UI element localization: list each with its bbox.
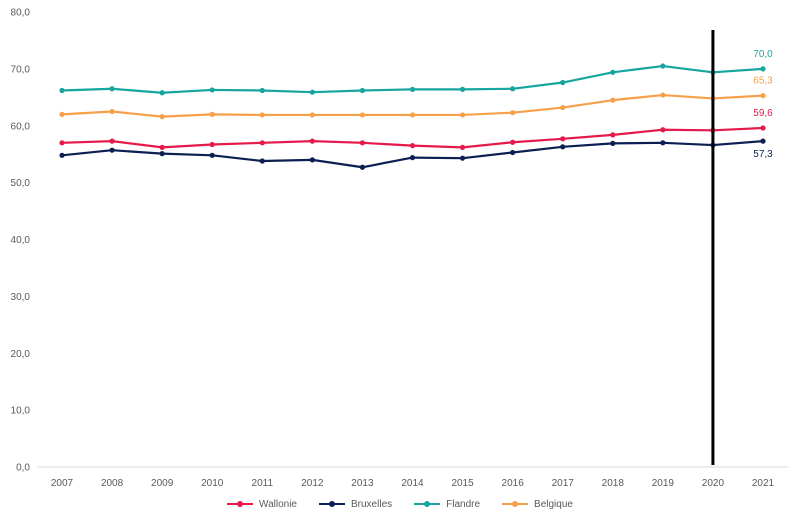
x-tick-label: 2020	[702, 478, 725, 489]
data-point-belgique	[409, 112, 416, 118]
legend-item-flandre: Flandre	[414, 499, 480, 510]
data-point-flandre	[560, 79, 566, 86]
data-point-flandre	[510, 86, 516, 92]
y-tick-label: 70,0	[11, 64, 31, 75]
data-point-belgique	[109, 108, 115, 115]
data-point-belgique	[660, 92, 666, 98]
data-point-belgique	[560, 104, 566, 111]
data-point-belgique	[359, 112, 366, 118]
data-point-flandre	[610, 69, 616, 75]
data-point-belgique	[760, 93, 766, 99]
end-label-bruxelles: 57,3	[753, 149, 773, 160]
data-point-flandre	[209, 87, 215, 93]
data-point-belgique	[159, 114, 165, 120]
x-tick-label: 2019	[652, 478, 675, 489]
legend-swatch	[502, 499, 529, 509]
data-point-bruxelles	[560, 144, 566, 150]
data-point-flandre	[309, 89, 315, 95]
data-point-belgique	[209, 111, 215, 117]
x-tick-label: 2009	[151, 478, 174, 489]
data-point-wallonie	[459, 144, 466, 150]
x-tick-label: 2017	[552, 478, 575, 489]
data-point-bruxelles	[359, 164, 366, 170]
data-point-wallonie	[510, 139, 516, 145]
data-point-bruxelles	[510, 149, 516, 156]
legend-label: Wallonie	[259, 498, 297, 510]
end-label-wallonie: 59,6	[753, 108, 773, 119]
data-point-bruxelles	[209, 152, 215, 158]
line-chart: 0,0 10,0 20,0 30,0 40,0 50,0 60,0 70,0 80,0 2007 2…	[11, 8, 788, 489]
data-point-flandre	[109, 86, 115, 92]
x-tick-label: 2007	[51, 478, 74, 489]
end-label-flandre: 70,0	[753, 49, 773, 60]
data-point-wallonie	[209, 141, 215, 148]
data-point-flandre	[409, 86, 416, 92]
legend-label: Flandre	[446, 498, 481, 510]
data-point-bruxelles	[760, 138, 766, 144]
data-point-bruxelles	[259, 158, 265, 164]
data-point-bruxelles	[660, 140, 666, 146]
x-tick-label: 2015	[451, 478, 474, 489]
y-tick-label: 30,0	[11, 292, 31, 303]
x-tick-label: 2012	[301, 478, 324, 489]
data-point-wallonie	[610, 132, 616, 138]
end-label-belgique: 65,3	[753, 76, 773, 87]
data-point-flandre	[660, 63, 666, 69]
data-point-flandre	[760, 66, 766, 72]
data-point-flandre	[459, 86, 466, 92]
data-point-wallonie	[159, 144, 165, 150]
data-point-wallonie	[660, 127, 666, 133]
legend-item-belgique: Belgique	[502, 499, 573, 510]
data-point-wallonie	[409, 143, 416, 149]
y-tick-label: 50,0	[11, 178, 31, 189]
legend-swatch	[414, 499, 441, 509]
data-point-bruxelles	[610, 140, 616, 146]
data-point-belgique	[59, 111, 65, 117]
y-tick-label: 60,0	[11, 121, 31, 132]
y-tick-label: 80,0	[11, 8, 31, 19]
data-point-wallonie	[259, 140, 265, 146]
legend-label: Bruxelles	[351, 498, 393, 510]
x-tick-label: 2014	[401, 478, 424, 489]
x-tick-label: 2018	[602, 478, 625, 489]
y-tick-label: 20,0	[11, 349, 31, 360]
data-point-bruxelles	[409, 155, 416, 161]
y-tick-label: 0,0	[16, 463, 30, 474]
data-point-belgique	[259, 112, 265, 118]
data-point-belgique	[510, 110, 516, 116]
data-point-wallonie	[560, 136, 566, 142]
data-point-flandre	[59, 87, 65, 94]
data-point-flandre	[259, 87, 265, 94]
x-tick-label: 2008	[101, 478, 124, 489]
data-point-wallonie	[760, 125, 766, 131]
data-point-belgique	[309, 112, 315, 118]
x-tick-label: 2011	[252, 478, 274, 489]
y-tick-label: 10,0	[11, 406, 31, 417]
data-point-belgique	[610, 97, 616, 103]
legend-item-bruxelles: Bruxelles	[319, 499, 392, 510]
legend-swatch	[319, 499, 345, 509]
x-tick-label: 2013	[351, 478, 374, 489]
legend: Wallonie Bruxelles Flandre Belgique	[0, 492, 800, 516]
data-point-wallonie	[109, 138, 115, 144]
data-point-flandre	[359, 87, 366, 94]
data-point-bruxelles	[459, 155, 466, 161]
legend-label: Belgique	[534, 498, 573, 510]
data-point-wallonie	[309, 138, 315, 144]
data-point-wallonie	[359, 140, 366, 146]
x-tick-label: 2016	[502, 478, 525, 489]
legend-swatch	[227, 499, 254, 509]
data-point-bruxelles	[159, 151, 165, 157]
data-point-bruxelles	[59, 152, 65, 158]
y-tick-label: 40,0	[11, 235, 31, 246]
data-point-bruxelles	[309, 157, 315, 163]
x-tick-label: 2010	[201, 478, 224, 489]
data-point-bruxelles	[109, 147, 115, 153]
data-point-belgique	[459, 112, 466, 118]
data-point-wallonie	[59, 140, 65, 146]
data-point-flandre	[159, 90, 165, 96]
legend-item-wallonie: Wallonie	[227, 499, 297, 510]
x-tick-label: 2021	[752, 478, 775, 489]
